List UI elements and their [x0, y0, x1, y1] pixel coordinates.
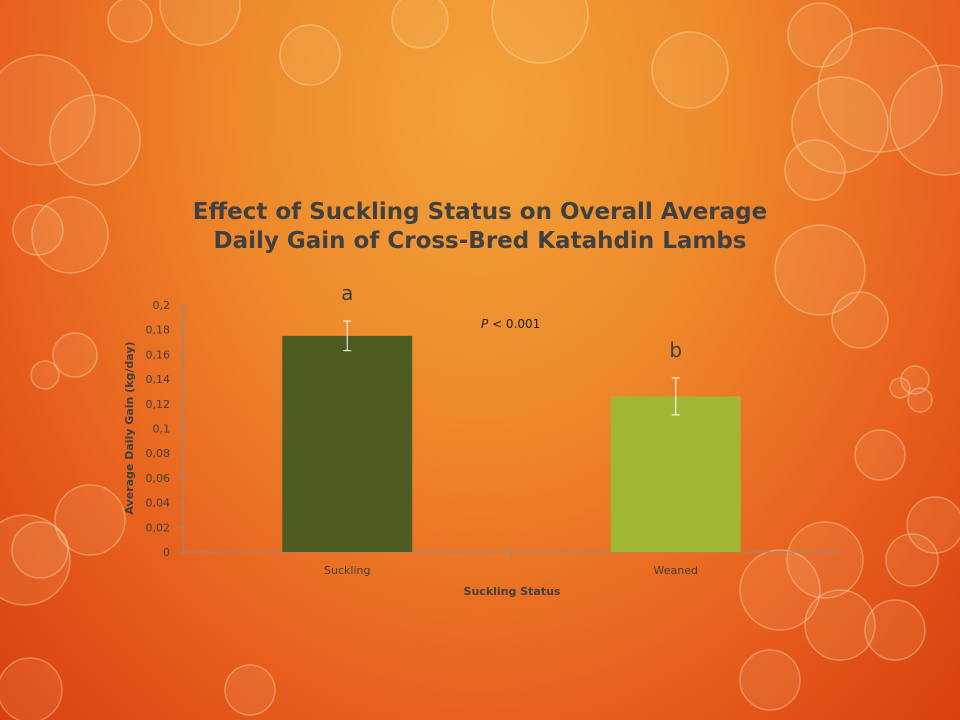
- y-tick-label: 0,1: [153, 423, 171, 436]
- x-axis-label: Suckling Status: [464, 585, 561, 598]
- error-bars: [343, 320, 680, 416]
- bar: [282, 335, 413, 552]
- p-value-annotation: P < 0.001: [481, 317, 540, 331]
- p-value-text: < 0.001: [488, 317, 540, 331]
- y-tick-label: 0,18: [146, 324, 171, 337]
- significance-letter: b: [669, 338, 682, 362]
- significance-letter: a: [341, 281, 353, 305]
- x-tick-label: Suckling: [324, 564, 370, 577]
- chart-labels: Suckling a Weaned b: [324, 281, 698, 577]
- y-tick-label: 0,14: [146, 373, 171, 386]
- y-tick-label: 0,04: [146, 497, 171, 510]
- y-tick-label: 0,02: [146, 521, 171, 534]
- y-tick-label: 0,16: [146, 348, 171, 361]
- y-axis-label: Average Daily Gain (kg/day): [123, 341, 136, 514]
- y-tick-label: 0,2: [153, 299, 171, 312]
- x-tick-label: Weaned: [654, 564, 698, 577]
- y-tick-label: 0,06: [146, 472, 171, 485]
- bar: [610, 396, 741, 552]
- y-tick-label: 0,08: [146, 447, 171, 460]
- y-tick-label: 0: [163, 546, 170, 559]
- chart-title: Effect of Suckling Status on Overall Ave…: [192, 199, 768, 254]
- bars: [282, 335, 741, 552]
- p-value-symbol: P: [481, 317, 489, 331]
- y-tick-label: 0,12: [146, 398, 171, 411]
